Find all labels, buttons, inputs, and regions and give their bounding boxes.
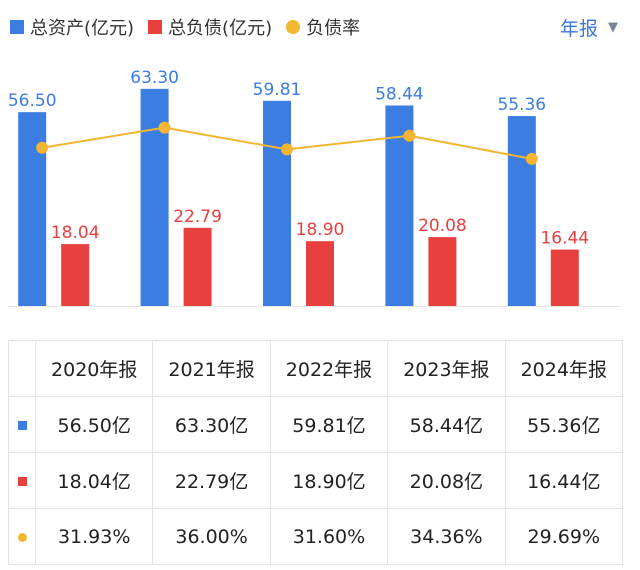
table-cell: 55.36亿	[504, 396, 624, 453]
legend-label-assets: 总资产(亿元)	[30, 18, 135, 39]
bar-assets	[18, 112, 47, 307]
table-cell: 22.79亿	[152, 452, 271, 509]
bar-assets	[263, 100, 291, 306]
data-label-assets: 55.36	[497, 95, 546, 115]
square-marker-icon	[17, 420, 27, 430]
bar-assets	[140, 88, 169, 306]
data-label-liabilities: 16.44	[540, 229, 589, 249]
table-header-cell: 2021年报	[152, 340, 271, 397]
table-cell: 31.93%	[34, 508, 154, 565]
data-table: 2020年报 2021年报 2022年报 2023年报 2024年报 56.50…	[8, 340, 624, 565]
legend-item-ratio[interactable]: 负债率	[286, 14, 360, 40]
row-marker-assets	[8, 396, 36, 453]
point-ratio	[281, 143, 293, 156]
legend-swatch-assets	[10, 20, 24, 34]
dot-marker-icon	[17, 532, 27, 542]
table-header-cell: 2023年报	[387, 340, 506, 397]
table-cell: 16.44亿	[504, 452, 624, 509]
period-selector[interactable]: 年报 ▼	[560, 12, 618, 42]
data-label-assets: 58.44	[375, 85, 424, 105]
bar-liabilities	[550, 249, 579, 306]
legend-label-liabilities: 总负债(亿元)	[168, 18, 273, 39]
table-row-liabilities: 18.04亿 22.79亿 18.90亿 20.08亿 16.44亿	[8, 452, 624, 509]
table-cell: 56.50亿	[34, 396, 154, 453]
table-cell: 29.69%	[504, 508, 624, 565]
table-header-cell: 2022年报	[269, 340, 389, 397]
table-cell: 31.60%	[269, 508, 389, 565]
point-ratio	[36, 141, 49, 154]
legend-item-liabilities[interactable]: 总负债(亿元)	[148, 14, 272, 40]
table-header-marker	[8, 340, 36, 397]
chart-legend: 总资产(亿元) 总负债(亿元) 负债率	[10, 12, 374, 42]
bar-liabilities	[306, 241, 334, 306]
bar-line-chart: 56.50 18.04 63.30 22.79 59.81 18.90 58.44 20.08…	[8, 68, 620, 307]
point-ratio	[525, 152, 538, 165]
row-marker-ratio	[8, 508, 36, 565]
period-selector-label: 年报	[559, 17, 598, 40]
table-cell: 20.08亿	[387, 452, 506, 509]
table-row-ratio: 31.93% 36.00% 31.60% 34.36% 29.69%	[8, 508, 624, 565]
table-cell: 34.36%	[387, 508, 506, 565]
table-row-assets: 56.50亿 63.30亿 59.81亿 58.44亿 55.36亿	[8, 396, 624, 453]
legend-swatch-ratio	[286, 20, 301, 34]
table-cell: 63.30亿	[152, 396, 271, 453]
bar-assets	[507, 116, 536, 306]
legend-swatch-liabilities	[148, 20, 163, 34]
bar-liabilities	[183, 227, 212, 306]
data-label-liabilities: 18.90	[296, 220, 345, 240]
point-ratio	[158, 121, 171, 134]
data-label-assets: 63.30	[130, 68, 179, 88]
bar-liabilities	[428, 237, 457, 306]
legend-label-ratio: 负债率	[306, 18, 361, 39]
data-label-assets: 59.81	[253, 80, 302, 100]
table-cell: 58.44亿	[387, 396, 506, 453]
data-label-liabilities: 22.79	[173, 207, 222, 227]
table-cell: 59.81亿	[269, 396, 389, 453]
row-marker-liabilities	[8, 452, 36, 509]
data-label-liabilities: 18.04	[51, 223, 100, 243]
legend-item-assets[interactable]: 总资产(亿元)	[10, 14, 134, 40]
table-cell: 18.90亿	[269, 452, 389, 509]
data-label-assets: 56.50	[8, 91, 57, 111]
caret-down-icon: ▼	[608, 19, 618, 35]
data-label-liabilities: 20.08	[418, 216, 467, 236]
square-marker-icon	[17, 476, 27, 486]
table-header-row: 2020年报 2021年报 2022年报 2023年报 2024年报	[8, 340, 624, 397]
table-cell: 36.00%	[152, 508, 271, 565]
bar-liabilities	[61, 244, 90, 306]
table-header-cell: 2020年报	[34, 340, 154, 397]
table-header-cell: 2024年报	[504, 340, 624, 397]
table-cell: 18.04亿	[34, 452, 154, 509]
point-ratio	[403, 129, 416, 142]
